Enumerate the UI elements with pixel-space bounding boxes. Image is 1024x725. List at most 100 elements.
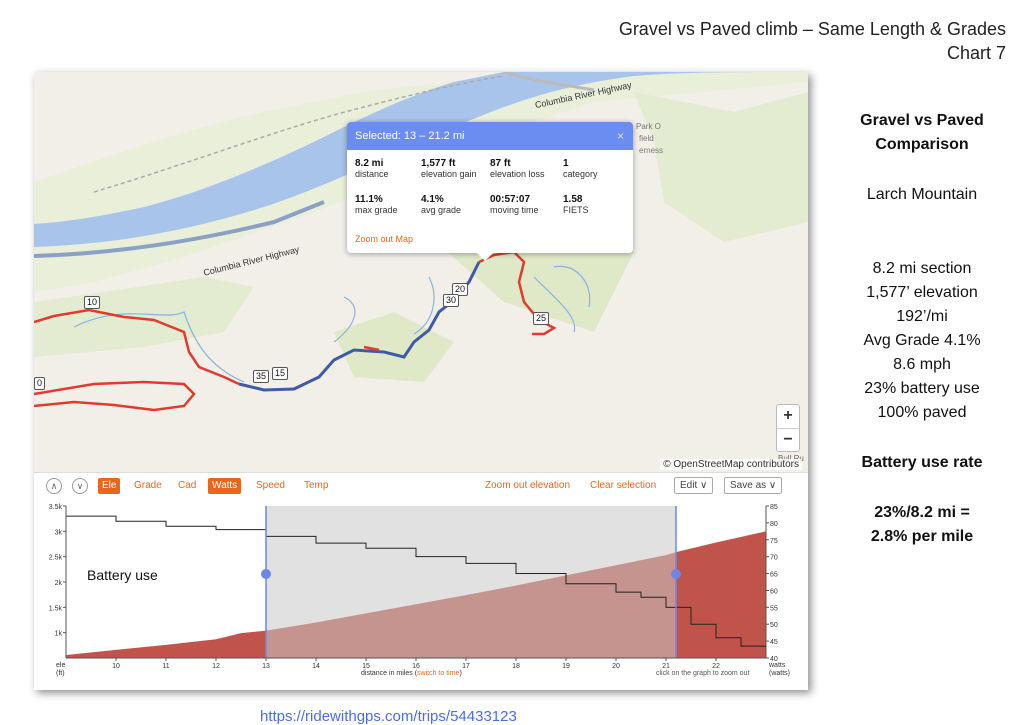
right-tick-label: 80 xyxy=(770,521,778,528)
stat-line: 192’/mi xyxy=(896,308,948,325)
x-tick-label: 14 xyxy=(312,663,320,670)
right-tick-label: 50 xyxy=(770,622,778,629)
map-mile-marker: 25 xyxy=(533,312,550,325)
panel-heading-2: Comparison xyxy=(875,136,969,153)
right-tick-label: 40 xyxy=(770,656,778,663)
x-tick-label: 18 xyxy=(512,663,520,670)
place-label: Park O xyxy=(636,122,661,131)
tab-watts[interactable]: Watts xyxy=(208,478,242,494)
tab-ele[interactable]: Ele xyxy=(98,478,121,494)
popup-stat-moving-time: 00:57:07 moving time xyxy=(490,194,539,215)
right-tick-label: 60 xyxy=(770,588,778,595)
selection-popup: Selected: 13 – 21.2 mi × 8.2 mi distance … xyxy=(347,122,633,261)
popup-pointer xyxy=(477,253,493,261)
switch-to-time-link[interactable]: switch to time xyxy=(417,670,460,677)
graph-toolbar: ∧ ∨ Ele Grade Cad Watts Speed Temp Zoom … xyxy=(34,472,808,498)
tab-cad[interactable]: Cad xyxy=(178,480,197,491)
map-mile-marker: 30 xyxy=(443,294,460,307)
popup-title: Selected: 13 – 21.2 mi xyxy=(355,130,465,142)
rate-line-2: 2.8% per mile xyxy=(870,528,974,545)
x-tick-label: 11 xyxy=(162,663,169,670)
left-tick-label: 1.5k xyxy=(49,605,63,612)
stat-line: 100% paved xyxy=(877,404,967,421)
stat-line: 23% battery use xyxy=(864,380,980,397)
tab-grade[interactable]: Grade xyxy=(134,480,162,491)
right-tick-label: 75 xyxy=(770,538,778,545)
left-tick-label: 1k xyxy=(55,631,63,638)
selection-handle xyxy=(671,569,681,579)
stat-line: Avg Grade 4.1% xyxy=(863,332,981,349)
x-tick-label: 22 xyxy=(712,663,720,670)
right-axis-unit: watts (watts) xyxy=(769,662,790,677)
rate-line-1: 23%/8.2 mi = xyxy=(874,504,970,521)
popup-stat-elevation-loss: 87 ft elevation loss xyxy=(490,158,545,179)
chevron-up-icon[interactable]: ∧ xyxy=(46,478,62,494)
popup-stat-category: 1 category xyxy=(563,158,598,179)
panel-heading-1: Gravel vs Paved xyxy=(860,112,984,129)
place-label: erness xyxy=(639,146,664,155)
left-tick-label: 2k xyxy=(55,580,63,587)
popup-header: Selected: 13 – 21.2 mi × xyxy=(347,122,633,150)
map-mile-marker: 0 xyxy=(34,377,46,390)
map-mile-marker: 10 xyxy=(84,296,101,309)
chevron-down-icon[interactable]: ∨ xyxy=(72,478,88,494)
edit-dropdown[interactable]: Edit ∨ xyxy=(674,477,714,494)
slide-title: Gravel vs Paved climb – Same Length & Gr… xyxy=(619,17,1006,65)
comparison-panel: Gravel vs Paved Comparison Larch Mountai… xyxy=(810,109,1024,549)
left-tick-label: 2.5k xyxy=(49,555,63,562)
x-tick-label: 20 xyxy=(612,663,620,670)
save-as-dropdown[interactable]: Save as ∨ xyxy=(724,477,783,494)
popup-stat-elevation-gain: 1,577 ft elevation gain xyxy=(421,158,477,179)
zoom-hint: click on the graph to zoom out xyxy=(656,670,750,677)
tab-temp[interactable]: Temp xyxy=(304,480,329,491)
right-tick-label: 55 xyxy=(770,605,778,612)
x-tick-label: 10 xyxy=(112,663,120,670)
x-tick-label: 19 xyxy=(562,663,570,670)
right-tick-label: 65 xyxy=(770,572,778,579)
route-name: Larch Mountain xyxy=(866,186,978,203)
zoom-in-button[interactable]: + xyxy=(783,407,793,424)
x-tick-label: 15 xyxy=(362,663,370,670)
elevation-graph[interactable]: 3.5k 3k 2.5k 2k 1.5k 1k 85 80 75 70 65 60 55 50 45 40 10… xyxy=(34,498,808,690)
watts-step-line xyxy=(66,515,767,658)
rate-heading: Battery use rate xyxy=(861,454,983,471)
slide-title-line-1: Gravel vs Paved climb – Same Length & Gr… xyxy=(618,19,1006,39)
x-tick-label: 16 xyxy=(412,663,420,670)
close-icon[interactable]: × xyxy=(616,129,624,143)
zoom-out-button[interactable]: − xyxy=(777,428,799,451)
left-tick-label: 3k xyxy=(55,529,63,536)
place-label: Bull Ru xyxy=(778,454,804,463)
left-axis-unit: ele (ft) xyxy=(56,662,66,677)
clear-selection-link[interactable]: Clear selection xyxy=(590,480,657,491)
right-tick-label: 45 xyxy=(770,639,778,646)
trip-url-link[interactable]: https://ridewithgps.com/trips/54433123 xyxy=(260,708,517,725)
popup-stat-max-grade: 11.1% max grade xyxy=(355,194,398,215)
map-mile-marker: 20 xyxy=(452,283,469,296)
left-tick-label: 3.5k xyxy=(49,504,63,511)
stat-line: 8.6 mph xyxy=(893,356,951,373)
slide-title-line-2: Chart 7 xyxy=(946,43,1006,63)
graph-canvas: 3.5k 3k 2.5k 2k 1.5k 1k 85 80 75 70 65 60 55 50 45 40 10… xyxy=(49,504,778,670)
route-map[interactable]: 10 20 30 25 35 15 0 Columbia River Highw… xyxy=(34,72,808,472)
popup-stat-fiets: 1.58 FIETS xyxy=(563,194,589,215)
ride-screenshot: 10 20 30 25 35 15 0 Columbia River Highw… xyxy=(34,72,808,690)
map-mile-marker: 35 xyxy=(253,370,270,383)
x-tick-label: 12 xyxy=(212,663,220,670)
tab-speed[interactable]: Speed xyxy=(256,480,285,491)
zoom-out-elevation-link[interactable]: Zoom out elevation xyxy=(485,480,571,491)
map-zoom-control: + − xyxy=(776,404,800,452)
x-tick-label: 21 xyxy=(662,663,670,670)
right-tick-label: 85 xyxy=(770,504,778,511)
right-tick-label: 70 xyxy=(770,555,778,562)
zoom-out-map-link[interactable]: Zoom out Map xyxy=(355,234,414,244)
x-tick-label: 17 xyxy=(462,663,470,670)
battery-use-annotation: Battery use xyxy=(87,567,158,583)
selection-overlay xyxy=(266,506,676,658)
stat-line: 1,577’ elevation xyxy=(866,284,978,301)
stat-line: 8.2 mi section xyxy=(872,260,972,277)
place-label: field xyxy=(639,134,654,143)
x-axis-label: distance in miles (switch to time) xyxy=(361,670,462,677)
map-attribution[interactable]: © OpenStreetMap contributors xyxy=(660,459,802,470)
map-mile-marker: 15 xyxy=(272,367,289,380)
x-tick-label: 13 xyxy=(262,663,270,670)
